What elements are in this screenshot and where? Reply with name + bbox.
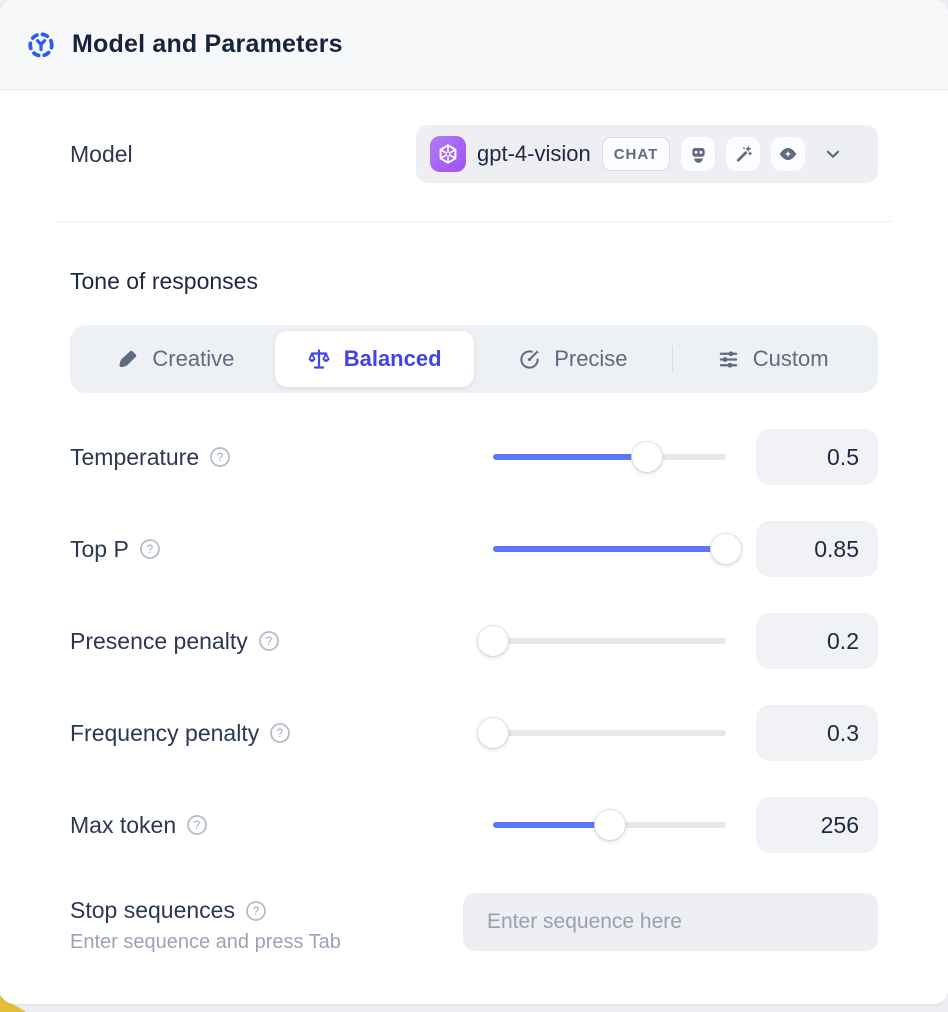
robot-icon xyxy=(681,137,716,171)
param-row-frequency-penalty: Frequency penalty ? 0.3 xyxy=(70,705,878,761)
help-icon[interactable]: ? xyxy=(209,446,231,468)
frequency-penalty-slider[interactable] xyxy=(478,718,726,748)
openai-logo xyxy=(430,136,466,172)
temperature-slider[interactable] xyxy=(493,442,726,472)
stop-sequence-input[interactable] xyxy=(463,893,878,951)
panel-title: Model and Parameters xyxy=(72,30,343,58)
svg-text:?: ? xyxy=(253,906,259,918)
slider-track[interactable] xyxy=(493,638,726,644)
max-token-slider[interactable] xyxy=(493,810,726,840)
section-divider xyxy=(56,221,892,222)
svg-text:?: ? xyxy=(194,820,200,832)
presence-penalty-slider[interactable] xyxy=(478,626,726,656)
svg-text:?: ? xyxy=(266,636,272,648)
param-label: Top P xyxy=(70,535,129,562)
param-row-max-token: Max token ? 256 xyxy=(70,797,878,853)
vision-eye-icon xyxy=(771,137,806,171)
selected-model-name: gpt-4-vision xyxy=(477,141,591,166)
top-p-slider[interactable] xyxy=(493,534,741,564)
sliders-icon xyxy=(717,348,740,371)
slider-thumb[interactable] xyxy=(631,442,662,472)
param-label: Presence penalty xyxy=(70,627,248,654)
param-row-presence-penalty: Presence penalty ? 0.2 xyxy=(70,613,878,669)
help-icon[interactable]: ? xyxy=(258,630,280,652)
slider-thumb[interactable] xyxy=(478,718,508,748)
param-label: Max token xyxy=(70,811,177,838)
temperature-value[interactable]: 0.5 xyxy=(756,429,878,485)
tab-label: Precise xyxy=(554,346,628,371)
stop-sequences-helper: Enter sequence and press Tab xyxy=(70,931,341,953)
ai-scatter-icon xyxy=(26,30,56,60)
model-type-badge: CHAT xyxy=(601,137,671,171)
help-icon[interactable]: ? xyxy=(186,814,208,836)
param-label: Temperature xyxy=(70,443,200,470)
magic-wand-icon xyxy=(726,137,761,171)
frequency-penalty-value[interactable]: 0.3 xyxy=(756,705,878,761)
tab-balanced[interactable]: Balanced xyxy=(274,331,474,387)
param-label: Frequency penalty xyxy=(70,719,260,746)
max-token-value[interactable]: 256 xyxy=(756,797,878,853)
tab-custom[interactable]: Custom xyxy=(673,331,872,387)
tab-creative[interactable]: Creative xyxy=(76,331,275,387)
target-icon xyxy=(518,348,541,371)
tab-label: Custom xyxy=(752,346,829,371)
help-icon[interactable]: ? xyxy=(269,722,291,744)
slider-track[interactable] xyxy=(493,730,726,736)
chevron-down-icon[interactable] xyxy=(822,143,844,165)
svg-text:?: ? xyxy=(217,452,223,464)
tone-heading: Tone of responses xyxy=(70,268,258,294)
tab-label: Balanced xyxy=(343,346,442,371)
tab-label: Creative xyxy=(152,346,235,371)
scales-icon xyxy=(307,347,331,371)
paintbrush-icon xyxy=(116,348,139,371)
top-p-value[interactable]: 0.85 xyxy=(756,521,878,577)
param-row-temperature: Temperature ? 0.5 xyxy=(70,429,878,485)
model-label: Model xyxy=(70,140,133,167)
panel-header: Model and Parameters xyxy=(0,0,948,90)
slider-thumb[interactable] xyxy=(478,626,508,656)
tab-precise[interactable]: Precise xyxy=(474,331,673,387)
tab-separator xyxy=(672,346,674,372)
presence-penalty-value[interactable]: 0.2 xyxy=(756,613,878,669)
model-select-dropdown[interactable]: gpt-4-vision CHAT xyxy=(416,125,878,183)
param-row-top-p: Top P ? 0.85 xyxy=(70,521,878,577)
slider-fill xyxy=(493,546,726,552)
tone-tabbar: Creative Balanced xyxy=(70,325,878,393)
model-row: Model gpt-4-vision CHAT xyxy=(70,125,878,183)
slider-fill xyxy=(493,454,647,460)
slider-thumb[interactable] xyxy=(711,534,741,564)
stop-sequences-row: Stop sequences ? Enter sequence and pres… xyxy=(70,893,878,954)
help-icon[interactable]: ? xyxy=(245,900,267,922)
svg-text:?: ? xyxy=(277,728,283,740)
svg-text:?: ? xyxy=(147,544,153,556)
help-icon[interactable]: ? xyxy=(139,538,161,560)
slider-thumb[interactable] xyxy=(594,810,625,840)
stop-sequences-label: Stop sequences xyxy=(70,897,235,923)
slider-fill xyxy=(493,822,610,828)
